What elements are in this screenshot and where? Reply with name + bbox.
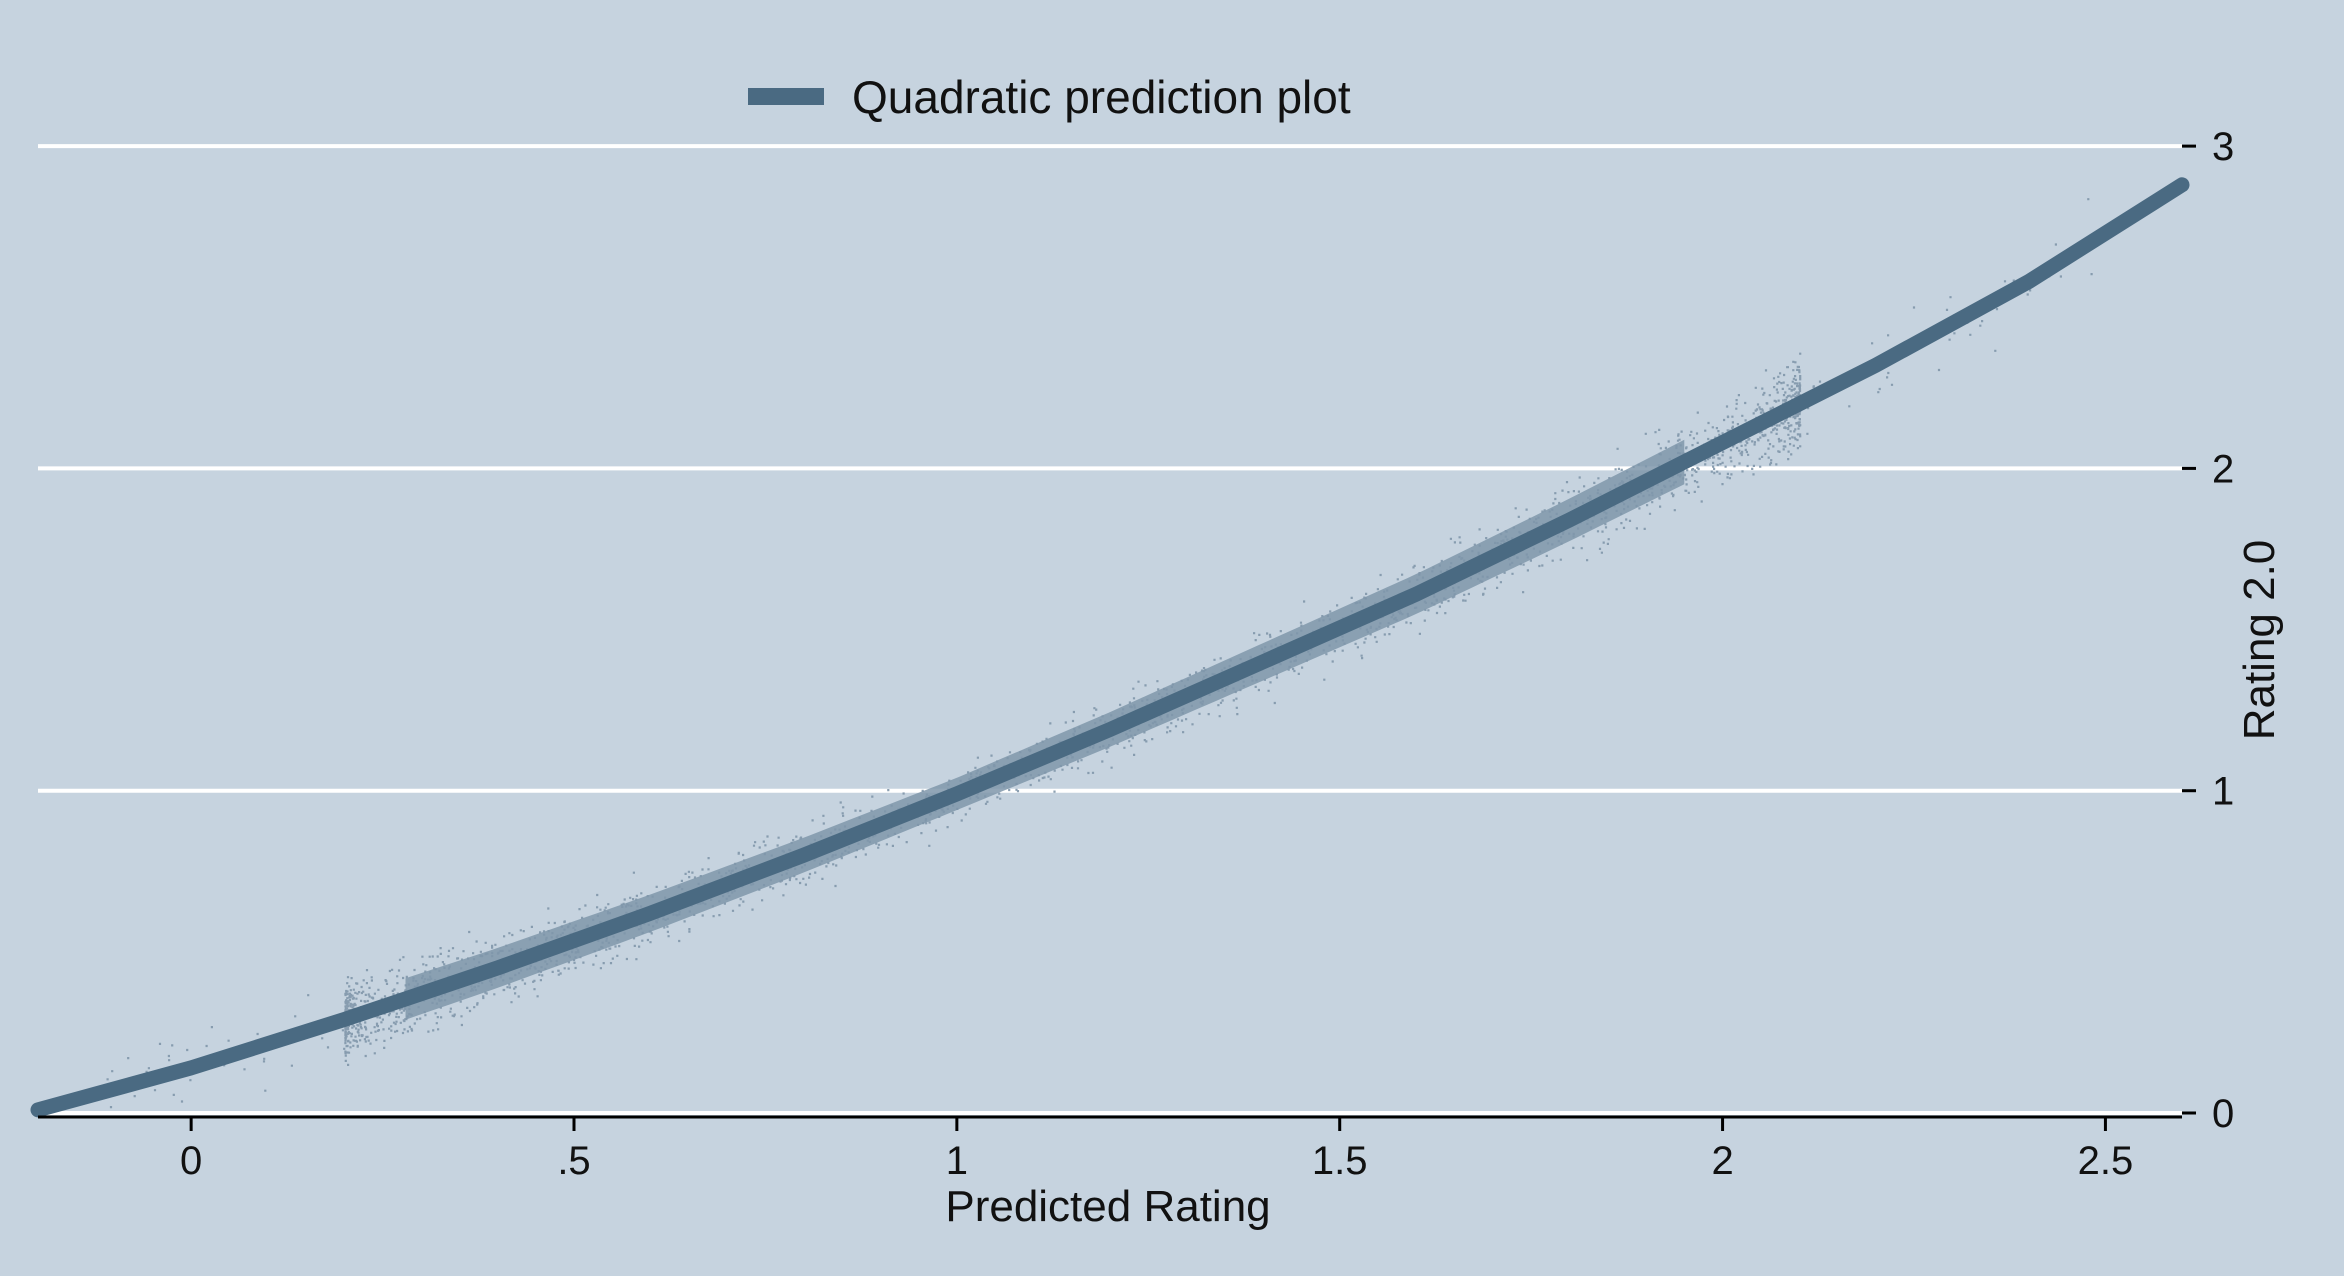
- scatter-density-band: [405, 439, 1685, 1020]
- x-tick-label: 0: [180, 1139, 202, 1183]
- legend-label: Quadratic prediction plot: [852, 71, 1351, 123]
- x-tick-label: 2: [1711, 1139, 1733, 1183]
- x-axis-title: Predicted Rating: [945, 1182, 1270, 1231]
- x-tick-label: 1.5: [1312, 1139, 1368, 1183]
- x-tick-label: 2.5: [2078, 1139, 2134, 1183]
- legend: Quadratic prediction plot: [748, 71, 1351, 123]
- y-tick-label: 3: [2212, 125, 2234, 169]
- scatter-points: [106, 198, 2093, 1109]
- legend-swatch: [748, 88, 824, 105]
- scatter-layer: [106, 198, 2093, 1109]
- grid-layer: [38, 144, 2182, 1115]
- axes-layer: 0 .5 1 1.5 2 2.5 0 1 2 3: [38, 125, 2234, 1183]
- fitted-line: [30, 177, 2190, 1118]
- x-tick-label: 1: [946, 1139, 968, 1183]
- x-tick-label: .5: [557, 1139, 590, 1183]
- y-axis-title: Rating 2.0: [2235, 540, 2284, 741]
- y-tick-label: 0: [2212, 1092, 2234, 1136]
- y-tick-label: 2: [2212, 447, 2234, 491]
- line-layer: [30, 177, 2190, 1118]
- y-tick-label: 1: [2212, 770, 2234, 814]
